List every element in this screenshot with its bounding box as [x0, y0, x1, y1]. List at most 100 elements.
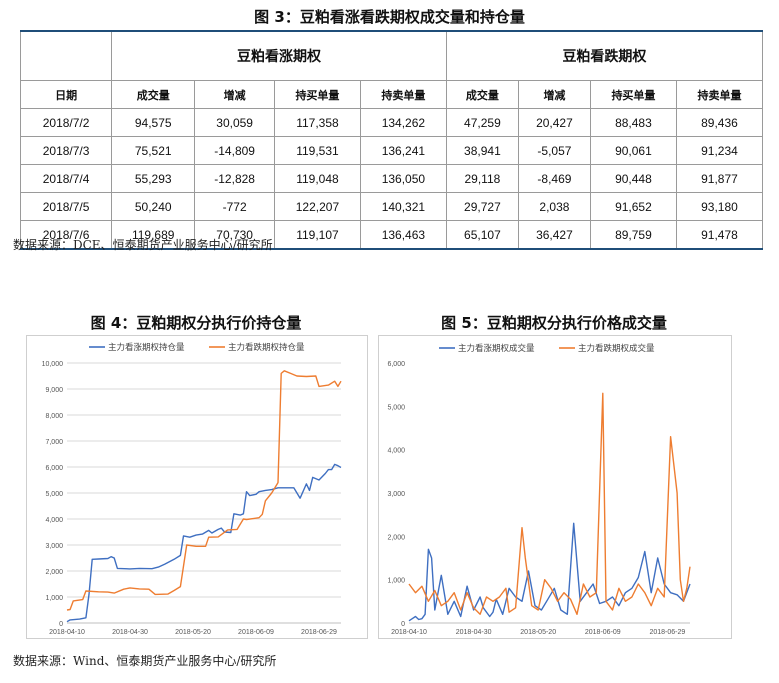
- legend-label: 主力看跌期权持仓量: [228, 342, 305, 352]
- table-row: 2018/7/5 50,240 -772 122,207 140,321 29,…: [19, 192, 764, 221]
- y-tick-label: 3,000: [387, 491, 405, 498]
- column-header-put-change: 增减: [517, 80, 591, 109]
- column-header-call-long: 持买单量: [273, 80, 361, 109]
- x-tick-label: 2018-06-09: [238, 629, 274, 636]
- series-line-1: [66, 463, 342, 623]
- table-cell: 30,059: [194, 108, 275, 137]
- table-cell: -8,469: [517, 164, 591, 193]
- y-tick-label: 0: [401, 621, 405, 628]
- table-cell: 88,483: [589, 108, 677, 137]
- table-row: 2018/7/3 75,521 -14,809 119,531 136,241 …: [19, 136, 764, 165]
- x-tick-label: 2018-04-10: [391, 629, 427, 636]
- table-cell: -5,057: [517, 136, 591, 165]
- legend-label: 主力看跌期权成交量: [578, 343, 655, 353]
- y-tick-label: 2,000: [45, 569, 63, 576]
- chart-source-note: 数据来源：Wind、恒泰期货产业服务中心/研究所: [13, 654, 277, 668]
- table-cell: 140,321: [359, 192, 447, 221]
- table-cell: 136,241: [359, 136, 447, 165]
- chart4-frame: 0 1,000 2,000 3,000 4,000 5,000 6,000 7,000 8,00…: [26, 335, 368, 639]
- y-tick-label: 6,000: [45, 465, 63, 472]
- table-title: 图 3：豆粕看涨看跌期权成交量和持仓量: [254, 8, 525, 26]
- y-tick-label: 4,000: [45, 517, 63, 524]
- chart4-title: 图 4：豆粕期权分执行价持仓量: [90, 314, 302, 332]
- table-cell: 94,575: [111, 108, 196, 137]
- y-tick-label: 0: [59, 621, 63, 628]
- column-header-put-short: 持卖单量: [675, 80, 764, 109]
- call-group-header: 豆粕看涨期权: [111, 30, 447, 81]
- table-cell: 2,038: [517, 192, 591, 221]
- put-group-header: 豆粕看跌期权: [445, 30, 764, 81]
- table-cell: 2018/7/6: [19, 220, 113, 250]
- table-cell: 117,358: [273, 108, 361, 137]
- x-tick-label: 2018-06-09: [585, 629, 621, 636]
- column-header-call-change: 增减: [194, 80, 275, 109]
- table-cell: 134,262: [359, 108, 447, 137]
- series-line-2: [66, 370, 342, 611]
- table-cell: 122,207: [273, 192, 361, 221]
- table-source-note: 数据来源：DCE、恒泰期货产业服务中心/研究所: [13, 238, 273, 252]
- table-cell: 38,941: [445, 136, 519, 165]
- table-cell: -12,828: [194, 164, 275, 193]
- table-cell: 91,478: [675, 220, 764, 250]
- table-cell: 50,240: [111, 192, 196, 221]
- legend-label: 主力看涨期权持仓量: [108, 342, 185, 352]
- y-tick-label: 10,000: [42, 361, 64, 368]
- column-header-call-short: 持卖单量: [359, 80, 447, 109]
- table-cell: 90,448: [589, 164, 677, 193]
- table-cell: 119,048: [273, 164, 361, 193]
- table-cell: 29,727: [445, 192, 519, 221]
- y-tick-label: 5,000: [387, 404, 405, 411]
- table-row: 2018/7/6 119,689 70,730 119,107 136,463 …: [19, 220, 764, 250]
- table-row: 2018/7/2 94,575 30,059 117,358 134,262 4…: [19, 108, 764, 137]
- table-cell: 2018/7/2: [19, 108, 113, 137]
- table-cell: 29,118: [445, 164, 519, 193]
- table-cell: 36,427: [517, 220, 591, 250]
- table-cell: 91,234: [675, 136, 764, 165]
- x-tick-label: 2018-04-30: [456, 629, 492, 636]
- table-row: 2018/7/4 55,293 -12,828 119,048 136,050 …: [19, 164, 764, 193]
- table-cell: 55,293: [111, 164, 196, 193]
- y-tick-label: 3,000: [45, 543, 63, 550]
- x-tick-label: 2018-06-29: [301, 629, 337, 636]
- table-cell: 2018/7/3: [19, 136, 113, 165]
- y-tick-label: 5,000: [45, 491, 63, 498]
- y-tick-label: 4,000: [387, 448, 405, 455]
- y-tick-label: 1,000: [45, 595, 63, 602]
- volume-open-interest-table: 豆粕看涨期权 豆粕看跌期权 日期 成交量 增减 持买单量 持卖单量 成交量 增减…: [19, 30, 764, 250]
- x-tick-label: 2018-05-20: [520, 629, 556, 636]
- chart5-svg: 0 1,000 2,000 3,000 4,000 5,000 6,000 2018-04-1…: [387, 343, 691, 636]
- table-cell: 119,107: [273, 220, 361, 250]
- table-cell: 89,759: [589, 220, 677, 250]
- x-tick-label: 2018-06-29: [649, 629, 685, 636]
- chart5-title: 图 5：豆粕期权分执行价格成交量: [441, 314, 667, 332]
- y-tick-label: 7,000: [45, 439, 63, 446]
- series-line-1: [408, 522, 691, 622]
- table-cell: 89,436: [675, 108, 764, 137]
- table-cell: 75,521: [111, 136, 196, 165]
- table-cell: -14,809: [194, 136, 275, 165]
- x-tick-label: 2018-04-30: [112, 629, 148, 636]
- table-corner: [19, 30, 113, 81]
- y-tick-label: 8,000: [45, 413, 63, 420]
- column-header-call-volume: 成交量: [111, 80, 196, 109]
- table-cell: 20,427: [517, 108, 591, 137]
- column-header-put-long: 持买单量: [589, 80, 677, 109]
- table-cell: 93,180: [675, 192, 764, 221]
- series-line-2: [408, 392, 691, 615]
- table-cell: 119,531: [273, 136, 361, 165]
- y-tick-label: 6,000: [387, 361, 405, 368]
- column-header-date: 日期: [19, 80, 113, 109]
- table-cell: 119,689: [111, 220, 196, 250]
- y-tick-label: 9,000: [45, 387, 63, 394]
- table-cell: 2018/7/5: [19, 192, 113, 221]
- table-cell: 136,050: [359, 164, 447, 193]
- chart5-frame: 0 1,000 2,000 3,000 4,000 5,000 6,000 2018-04-1…: [378, 335, 732, 639]
- table-cell: 91,652: [589, 192, 677, 221]
- chart4-svg: 0 1,000 2,000 3,000 4,000 5,000 6,000 7,000 8,00…: [42, 342, 342, 636]
- y-tick-label: 1,000: [387, 578, 405, 585]
- x-tick-label: 2018-05-20: [175, 629, 211, 636]
- table-cell: 2018/7/4: [19, 164, 113, 193]
- table-cell: 91,877: [675, 164, 764, 193]
- table-cell: 65,107: [445, 220, 519, 250]
- table-cell: -772: [194, 192, 275, 221]
